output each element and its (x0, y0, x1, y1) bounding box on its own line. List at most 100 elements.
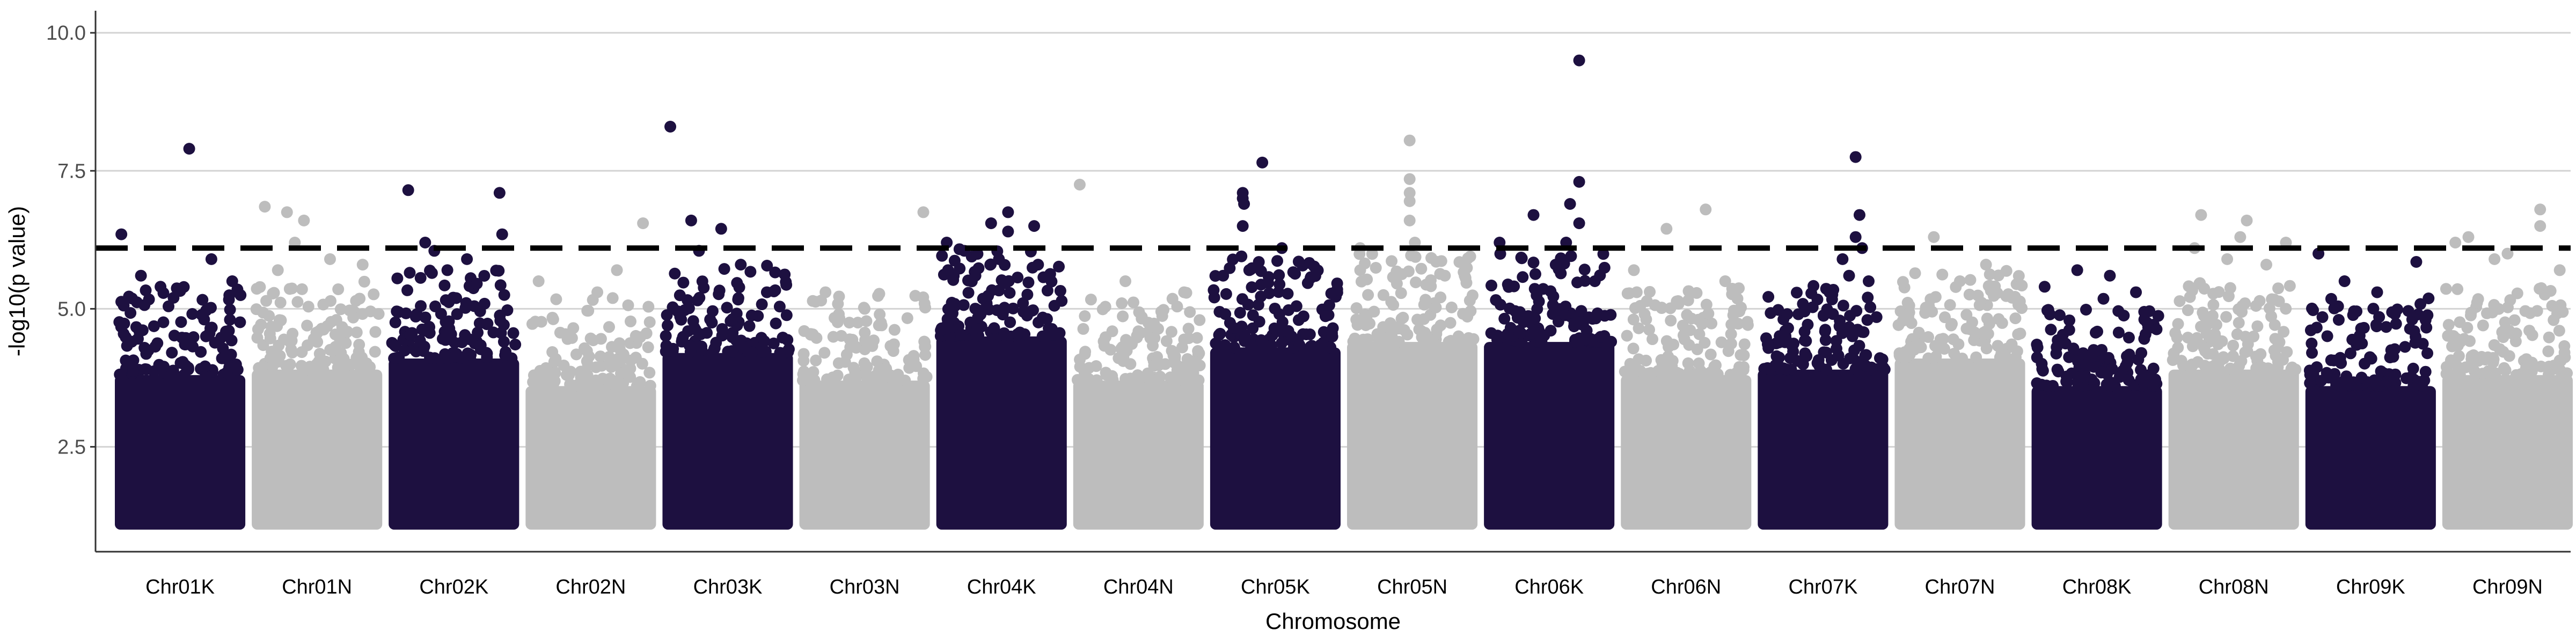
peak-point (115, 228, 128, 240)
peak-point (259, 201, 271, 213)
data-point (1085, 294, 1097, 306)
data-point (1762, 291, 1775, 303)
data-point (2328, 302, 2340, 314)
data-point (451, 308, 463, 320)
data-point (1021, 288, 1034, 301)
data-point (2454, 316, 2466, 328)
data-point (1208, 284, 1220, 296)
data-point (251, 283, 263, 295)
data-point (1688, 369, 1700, 381)
data-point (1415, 262, 1428, 275)
data-point (140, 363, 152, 376)
data-point (2053, 309, 2066, 321)
data-point (1633, 322, 1645, 334)
data-point (1790, 287, 1803, 299)
data-point (138, 342, 151, 354)
chromosome-group-Chr09K (2303, 247, 2436, 530)
data-point (1646, 333, 1659, 346)
data-point (1862, 291, 1874, 304)
data-point (2370, 319, 2382, 331)
data-point (2097, 292, 2110, 305)
data-point (1435, 291, 1447, 304)
data-point (1117, 310, 1129, 323)
data-point (872, 290, 884, 302)
data-point (120, 331, 132, 343)
data-point (1048, 299, 1060, 312)
peak-point (1849, 231, 1862, 243)
data-point (2534, 283, 2546, 295)
data-point (1960, 309, 1973, 321)
data-point (1127, 296, 1139, 309)
data-point (732, 294, 744, 306)
data-point (1419, 294, 1432, 306)
data-point (2497, 346, 2509, 358)
data-point (901, 312, 913, 324)
data-point (1386, 255, 1398, 267)
data-point (1656, 302, 1668, 314)
peak-point (1119, 275, 1132, 287)
data-point (2123, 374, 2135, 386)
data-point (843, 317, 855, 329)
data-point (2440, 368, 2453, 380)
peak-point (2130, 286, 2142, 298)
data-point (2421, 309, 2434, 321)
data-point (2440, 283, 2452, 295)
data-point (1077, 323, 1089, 335)
data-point (1509, 305, 1521, 317)
data-point (1292, 255, 1305, 268)
peak-point (1573, 54, 1585, 67)
data-point (1255, 334, 1268, 346)
data-point (1325, 287, 1337, 299)
data-point (2344, 347, 2357, 360)
data-point (2465, 306, 2477, 319)
data-point (1297, 310, 1309, 323)
data-point (1152, 323, 1164, 335)
data-point (2526, 356, 2538, 369)
data-point (196, 294, 209, 306)
data-point (1812, 354, 1825, 366)
dense-points-block (2031, 386, 2162, 530)
data-point (1527, 257, 1540, 269)
data-point (409, 310, 422, 323)
data-point (2334, 352, 2346, 364)
data-point (2227, 339, 2240, 352)
dense-points-block (799, 380, 930, 530)
data-point (1121, 345, 1133, 357)
dense-points-block (1073, 380, 1204, 530)
data-point (2391, 303, 2404, 316)
data-point (1053, 260, 1065, 273)
data-point (2206, 310, 2219, 322)
data-point (643, 316, 656, 328)
data-point (2307, 304, 2319, 316)
data-point (1171, 301, 1183, 313)
data-point (1634, 364, 1646, 377)
data-point (2095, 367, 2107, 379)
data-point (1079, 348, 1091, 360)
data-point (1980, 342, 1993, 355)
data-point (423, 327, 436, 339)
data-point (281, 362, 294, 375)
data-point (481, 347, 493, 360)
data-point (919, 349, 932, 361)
data-point (1982, 328, 1994, 340)
data-point (2467, 357, 2479, 369)
data-point (2273, 336, 2286, 348)
data-point (873, 364, 885, 377)
peak-point (993, 253, 1005, 265)
dense-points-block (2442, 375, 2573, 530)
data-point (1387, 299, 1400, 311)
data-point (495, 327, 507, 339)
data-point (1644, 367, 1657, 379)
data-point (1559, 309, 1571, 321)
data-point (2231, 328, 2243, 340)
data-point (2183, 280, 2195, 292)
data-point (2332, 313, 2345, 326)
peak-point (1217, 269, 1230, 282)
data-point (554, 326, 566, 339)
data-point (1893, 349, 1906, 362)
x-tick-label: Chr08K (2062, 576, 2132, 598)
data-point (797, 355, 810, 367)
dense-points-block (115, 375, 246, 530)
data-point (1741, 316, 1754, 328)
data-point (1036, 330, 1049, 342)
